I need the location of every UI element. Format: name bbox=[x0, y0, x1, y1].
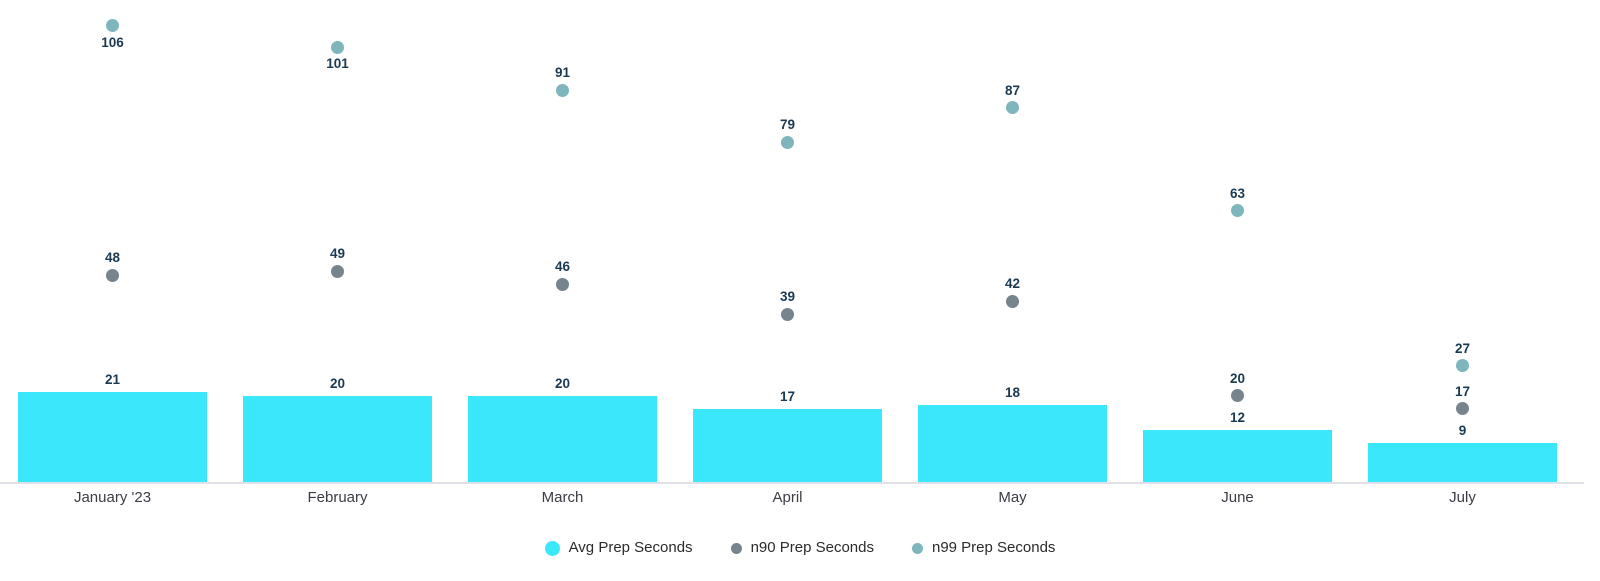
dot-n99-prep-seconds[interactable] bbox=[331, 40, 344, 54]
plot-area: 21 48 106 January '23 20 49 101 February 20 46 91 M… bbox=[0, 19, 1584, 506]
dot-n99-prep-seconds[interactable] bbox=[1456, 359, 1469, 373]
n99-value-label: 27 bbox=[1454, 340, 1471, 356]
bar-avg-prep-seconds[interactable] bbox=[18, 391, 207, 482]
dot-n90-prep-seconds[interactable] bbox=[781, 307, 794, 321]
n90-value-label: 49 bbox=[329, 246, 346, 262]
bar-value-label: 21 bbox=[104, 371, 121, 387]
x-axis-label: July bbox=[1449, 489, 1476, 506]
bar-value-label: 9 bbox=[1458, 423, 1467, 439]
bar-avg-prep-seconds[interactable] bbox=[918, 404, 1107, 482]
x-axis-label: May bbox=[998, 489, 1027, 506]
legend-label: n99 Prep Seconds bbox=[931, 539, 1056, 556]
bar-avg-prep-seconds[interactable] bbox=[693, 408, 882, 482]
legend-swatch-icon bbox=[911, 542, 923, 554]
n90-value-label: 17 bbox=[1454, 383, 1471, 399]
dot-n99-prep-seconds[interactable] bbox=[556, 83, 569, 97]
legend-item-n90-prep-seconds[interactable]: n90 Prep Seconds bbox=[730, 538, 874, 558]
dot-n99-prep-seconds[interactable] bbox=[781, 135, 794, 149]
n99-value-label: 91 bbox=[554, 65, 571, 81]
dot-n90-prep-seconds[interactable] bbox=[556, 277, 569, 291]
x-axis-label: February bbox=[307, 489, 368, 506]
dot-n99-prep-seconds[interactable] bbox=[106, 19, 119, 33]
x-axis-label: March bbox=[541, 489, 584, 506]
legend: Avg Prep Seconds n90 Prep Seconds n99 Prep… bbox=[0, 538, 1600, 558]
n90-value-label: 39 bbox=[779, 289, 796, 305]
dot-n90-prep-seconds[interactable] bbox=[106, 268, 119, 282]
bar-avg-prep-seconds[interactable] bbox=[468, 395, 657, 482]
bar-avg-prep-seconds[interactable] bbox=[1143, 430, 1332, 482]
legend-item-n99-prep-seconds[interactable]: n99 Prep Seconds bbox=[911, 538, 1056, 558]
n90-value-label: 48 bbox=[104, 250, 121, 266]
x-axis-label: June bbox=[1221, 489, 1254, 506]
dot-n99-prep-seconds[interactable] bbox=[1231, 204, 1244, 218]
dot-n90-prep-seconds[interactable] bbox=[1231, 389, 1244, 403]
bar-value-label: 20 bbox=[329, 375, 346, 391]
dot-n90-prep-seconds[interactable] bbox=[1006, 294, 1019, 308]
x-axis-label: January '23 bbox=[73, 489, 152, 506]
bar-avg-prep-seconds[interactable] bbox=[243, 395, 432, 482]
n99-value-label: 63 bbox=[1229, 185, 1246, 201]
bar-value-label: 18 bbox=[1004, 384, 1021, 400]
n99-value-label: 87 bbox=[1004, 82, 1021, 98]
n99-value-label: 79 bbox=[779, 117, 796, 132]
dot-n99-prep-seconds[interactable] bbox=[1006, 101, 1019, 115]
legend-item-avg-prep-seconds[interactable]: Avg Prep Seconds bbox=[544, 538, 693, 558]
bar-avg-prep-seconds[interactable] bbox=[1368, 443, 1557, 482]
legend-swatch-icon bbox=[544, 540, 560, 556]
n90-value-label: 42 bbox=[1004, 276, 1021, 292]
bar-value-label: 20 bbox=[554, 375, 571, 391]
x-axis-label: April bbox=[772, 489, 803, 506]
n99-value-label: 101 bbox=[326, 56, 349, 72]
legend-swatch-icon bbox=[730, 542, 742, 554]
n99-value-label: 106 bbox=[101, 34, 124, 50]
x-axis-line bbox=[0, 482, 1584, 484]
legend-label: n90 Prep Seconds bbox=[750, 539, 874, 556]
bar-value-label: 12 bbox=[1229, 410, 1246, 426]
legend-label: Avg Prep Seconds bbox=[568, 539, 693, 556]
n90-value-label: 20 bbox=[1229, 370, 1246, 386]
dot-n90-prep-seconds[interactable] bbox=[331, 264, 344, 278]
bar-value-label: 17 bbox=[779, 388, 796, 404]
dot-n90-prep-seconds[interactable] bbox=[1456, 402, 1469, 416]
n90-value-label: 46 bbox=[554, 259, 571, 274]
